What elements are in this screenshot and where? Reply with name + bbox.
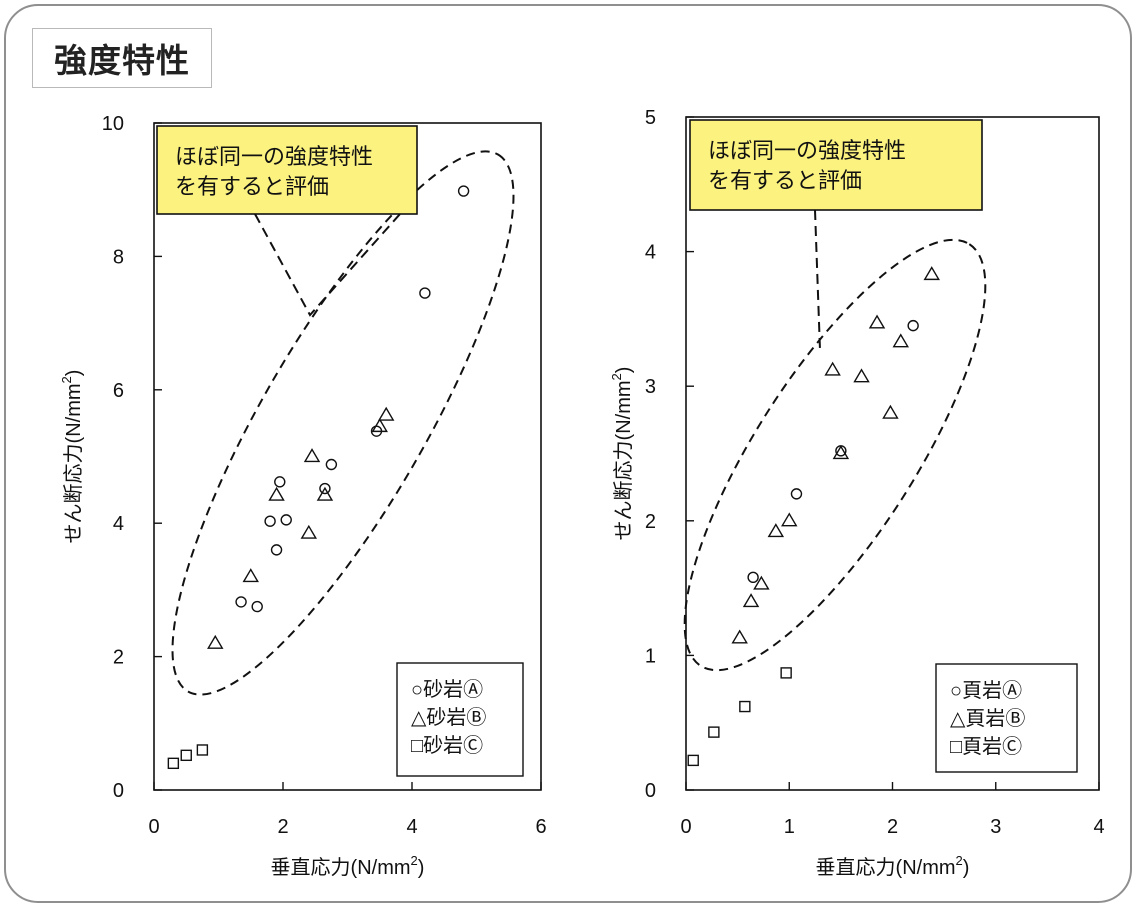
point-triangle bbox=[767, 523, 785, 538]
point-triangle bbox=[742, 593, 760, 608]
grouping-ellipse bbox=[683, 238, 987, 672]
x-axis-label: 垂直応力(N/mm2) bbox=[816, 853, 970, 879]
point-triangle bbox=[377, 406, 395, 421]
y-tick-label: 6 bbox=[113, 380, 124, 402]
legend-entry: △頁岩Ⓑ bbox=[950, 707, 1025, 730]
title-box: 強度特性 bbox=[32, 28, 212, 88]
point-triangle bbox=[923, 266, 940, 281]
point-triangle bbox=[832, 445, 850, 460]
point-circle bbox=[270, 544, 283, 556]
y-tick-label: 10 bbox=[102, 113, 124, 135]
callout-text: ほぼ同一の強度特性 bbox=[175, 144, 373, 169]
legend-entry: □砂岩Ⓒ bbox=[411, 734, 483, 757]
legend-entry: △砂岩Ⓑ bbox=[411, 706, 486, 729]
point-triangle bbox=[753, 575, 770, 590]
x-tick-label: 4 bbox=[1093, 816, 1104, 838]
point-triangle bbox=[371, 418, 388, 433]
point-circle bbox=[790, 488, 803, 500]
point-triangle bbox=[242, 568, 259, 583]
point-circle bbox=[747, 571, 759, 584]
point-square bbox=[180, 749, 192, 762]
point-square bbox=[167, 757, 180, 770]
y-axis-label: せん断応力(N/mm2) bbox=[609, 367, 635, 541]
chart-2: 0 1 2 3 4 5 0 1 2 3 4 垂直応力(N/mm2) せん断応力(N/mm2) ほぼ同一の強… bbox=[609, 107, 1105, 879]
point-circle bbox=[319, 482, 331, 495]
point-triangle bbox=[303, 448, 321, 463]
plot-area bbox=[153, 122, 542, 791]
point-circle bbox=[274, 476, 286, 488]
x-tick-label: 4 bbox=[406, 816, 417, 838]
y-tick-label: 2 bbox=[645, 511, 656, 533]
point-square bbox=[687, 754, 699, 767]
y-tick-label: 2 bbox=[113, 647, 124, 669]
point-circle bbox=[235, 596, 247, 608]
x-tick-label: 3 bbox=[990, 816, 1001, 838]
point-triangle bbox=[892, 333, 909, 348]
y-axis-label: せん断応力(N/mm2) bbox=[59, 370, 85, 544]
legend-box bbox=[396, 662, 524, 777]
point-triangle bbox=[316, 486, 334, 501]
point-circle bbox=[325, 458, 338, 471]
point-triangle bbox=[300, 524, 318, 539]
y-tick-label: 0 bbox=[645, 780, 656, 802]
callout-text: を有すると評価 bbox=[175, 174, 329, 199]
grouping-ellipse bbox=[171, 150, 515, 696]
point-square bbox=[708, 726, 720, 738]
y-tick-label: 5 bbox=[645, 107, 656, 129]
point-triangle bbox=[268, 486, 285, 501]
callout-text: を有すると評価 bbox=[708, 168, 862, 193]
point-square bbox=[739, 700, 751, 713]
x-tick-label: 2 bbox=[277, 816, 288, 838]
y-tick-label: 4 bbox=[113, 513, 124, 535]
y-tick-label: 1 bbox=[645, 645, 656, 667]
point-triangle bbox=[824, 361, 841, 376]
point-circle bbox=[251, 600, 263, 613]
legend-entry: ○頁岩Ⓐ bbox=[950, 679, 1022, 702]
y-tick-label: 0 bbox=[113, 780, 124, 802]
point-circle bbox=[457, 185, 470, 197]
y-tick-label: 4 bbox=[645, 242, 656, 264]
point-triangle bbox=[731, 629, 748, 644]
x-axis-label: 垂直応力(N/mm2) bbox=[271, 853, 425, 879]
point-circle bbox=[419, 287, 431, 299]
y-tick-label: 3 bbox=[645, 376, 656, 398]
point-triangle bbox=[853, 368, 870, 383]
callout-text: ほぼ同一の強度特性 bbox=[708, 138, 906, 163]
x-tick-label: 6 bbox=[535, 816, 546, 838]
point-circle bbox=[280, 514, 292, 526]
x-tick-label: 2 bbox=[887, 816, 898, 838]
point-triangle bbox=[882, 404, 899, 419]
point-triangle bbox=[207, 634, 224, 649]
legend-entry: ○砂岩Ⓐ bbox=[411, 678, 483, 701]
point-circle bbox=[907, 319, 919, 332]
callout-leader bbox=[254, 213, 401, 317]
x-tick-label: 1 bbox=[784, 816, 795, 838]
x-tick-label: 0 bbox=[680, 816, 691, 838]
point-triangle bbox=[868, 314, 886, 329]
legend-entry: □頁岩Ⓒ bbox=[950, 735, 1022, 758]
point-square bbox=[196, 744, 209, 756]
callout-leader bbox=[814, 209, 821, 351]
x-tick-label: 0 bbox=[148, 816, 159, 838]
chart-1: 0 2 4 6 8 10 0 2 4 6 垂直応力(N/mm2) せん断応力(N/mm2) ほぼ同一の強… bbox=[59, 113, 547, 879]
point-square bbox=[780, 667, 792, 679]
legend-box bbox=[935, 663, 1078, 773]
page-title: 強度特性 bbox=[54, 41, 190, 80]
callout-box bbox=[156, 125, 418, 215]
callout-box bbox=[689, 119, 983, 211]
point-triangle bbox=[781, 512, 798, 527]
slide-frame bbox=[4, 4, 1132, 903]
y-tick-label: 8 bbox=[113, 246, 124, 268]
point-circle bbox=[264, 515, 276, 527]
